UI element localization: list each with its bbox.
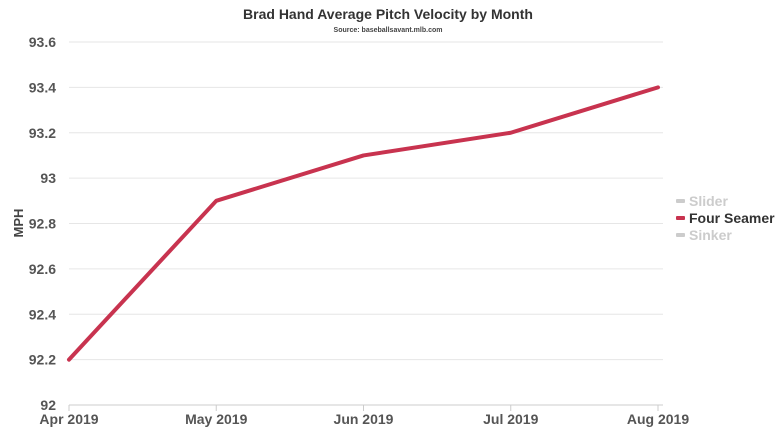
series-lines xyxy=(67,85,660,362)
y-tick-label: 93 xyxy=(40,170,56,186)
y-tick-label: 93.4 xyxy=(29,79,56,95)
y-tick-label: 92.8 xyxy=(29,216,56,232)
legend-label: Four Seamer xyxy=(689,210,775,226)
x-tick-label: Apr 2019 xyxy=(39,411,98,427)
x-tick-label: Jun 2019 xyxy=(334,411,394,427)
y-tick-label: 92 xyxy=(40,397,56,413)
chart-subtitle: Source: baseballsavant.mlb.com xyxy=(334,27,443,34)
legend-item-four-seamer[interactable]: Four Seamer xyxy=(676,210,775,226)
y-tick-label: 93.2 xyxy=(29,125,56,141)
x-axis-ticks: Apr 2019 May 2019 Jun 2019 Jul 2019 Aug 2019 xyxy=(39,405,689,427)
y-axis-label: MPH xyxy=(11,209,26,238)
x-tick-label: Jul 2019 xyxy=(483,411,538,427)
legend-swatch xyxy=(676,216,685,220)
legend-label: Sinker xyxy=(689,227,732,243)
y-axis-ticks: 92 92.2 92.4 92.6 92.8 93 93.2 93.4 93.6 xyxy=(29,34,56,413)
y-tick-label: 93.6 xyxy=(29,34,56,50)
x-tick-label: Aug 2019 xyxy=(627,411,689,427)
y-tick-label: 92.6 xyxy=(29,261,56,277)
legend-item-sinker[interactable]: Sinker xyxy=(676,227,732,243)
grid xyxy=(69,41,663,406)
legend-swatch xyxy=(676,233,685,237)
legend-label: Slider xyxy=(689,193,728,209)
y-tick-label: 92.2 xyxy=(29,352,56,368)
chart-title: Brad Hand Average Pitch Velocity by Mont… xyxy=(243,6,533,22)
legend-swatch xyxy=(676,199,685,203)
x-tick-label: May 2019 xyxy=(185,411,247,427)
series-line-four-seamer[interactable] xyxy=(67,85,660,362)
legend-item-slider[interactable]: Slider xyxy=(676,193,728,209)
y-tick-label: 92.4 xyxy=(29,306,56,322)
